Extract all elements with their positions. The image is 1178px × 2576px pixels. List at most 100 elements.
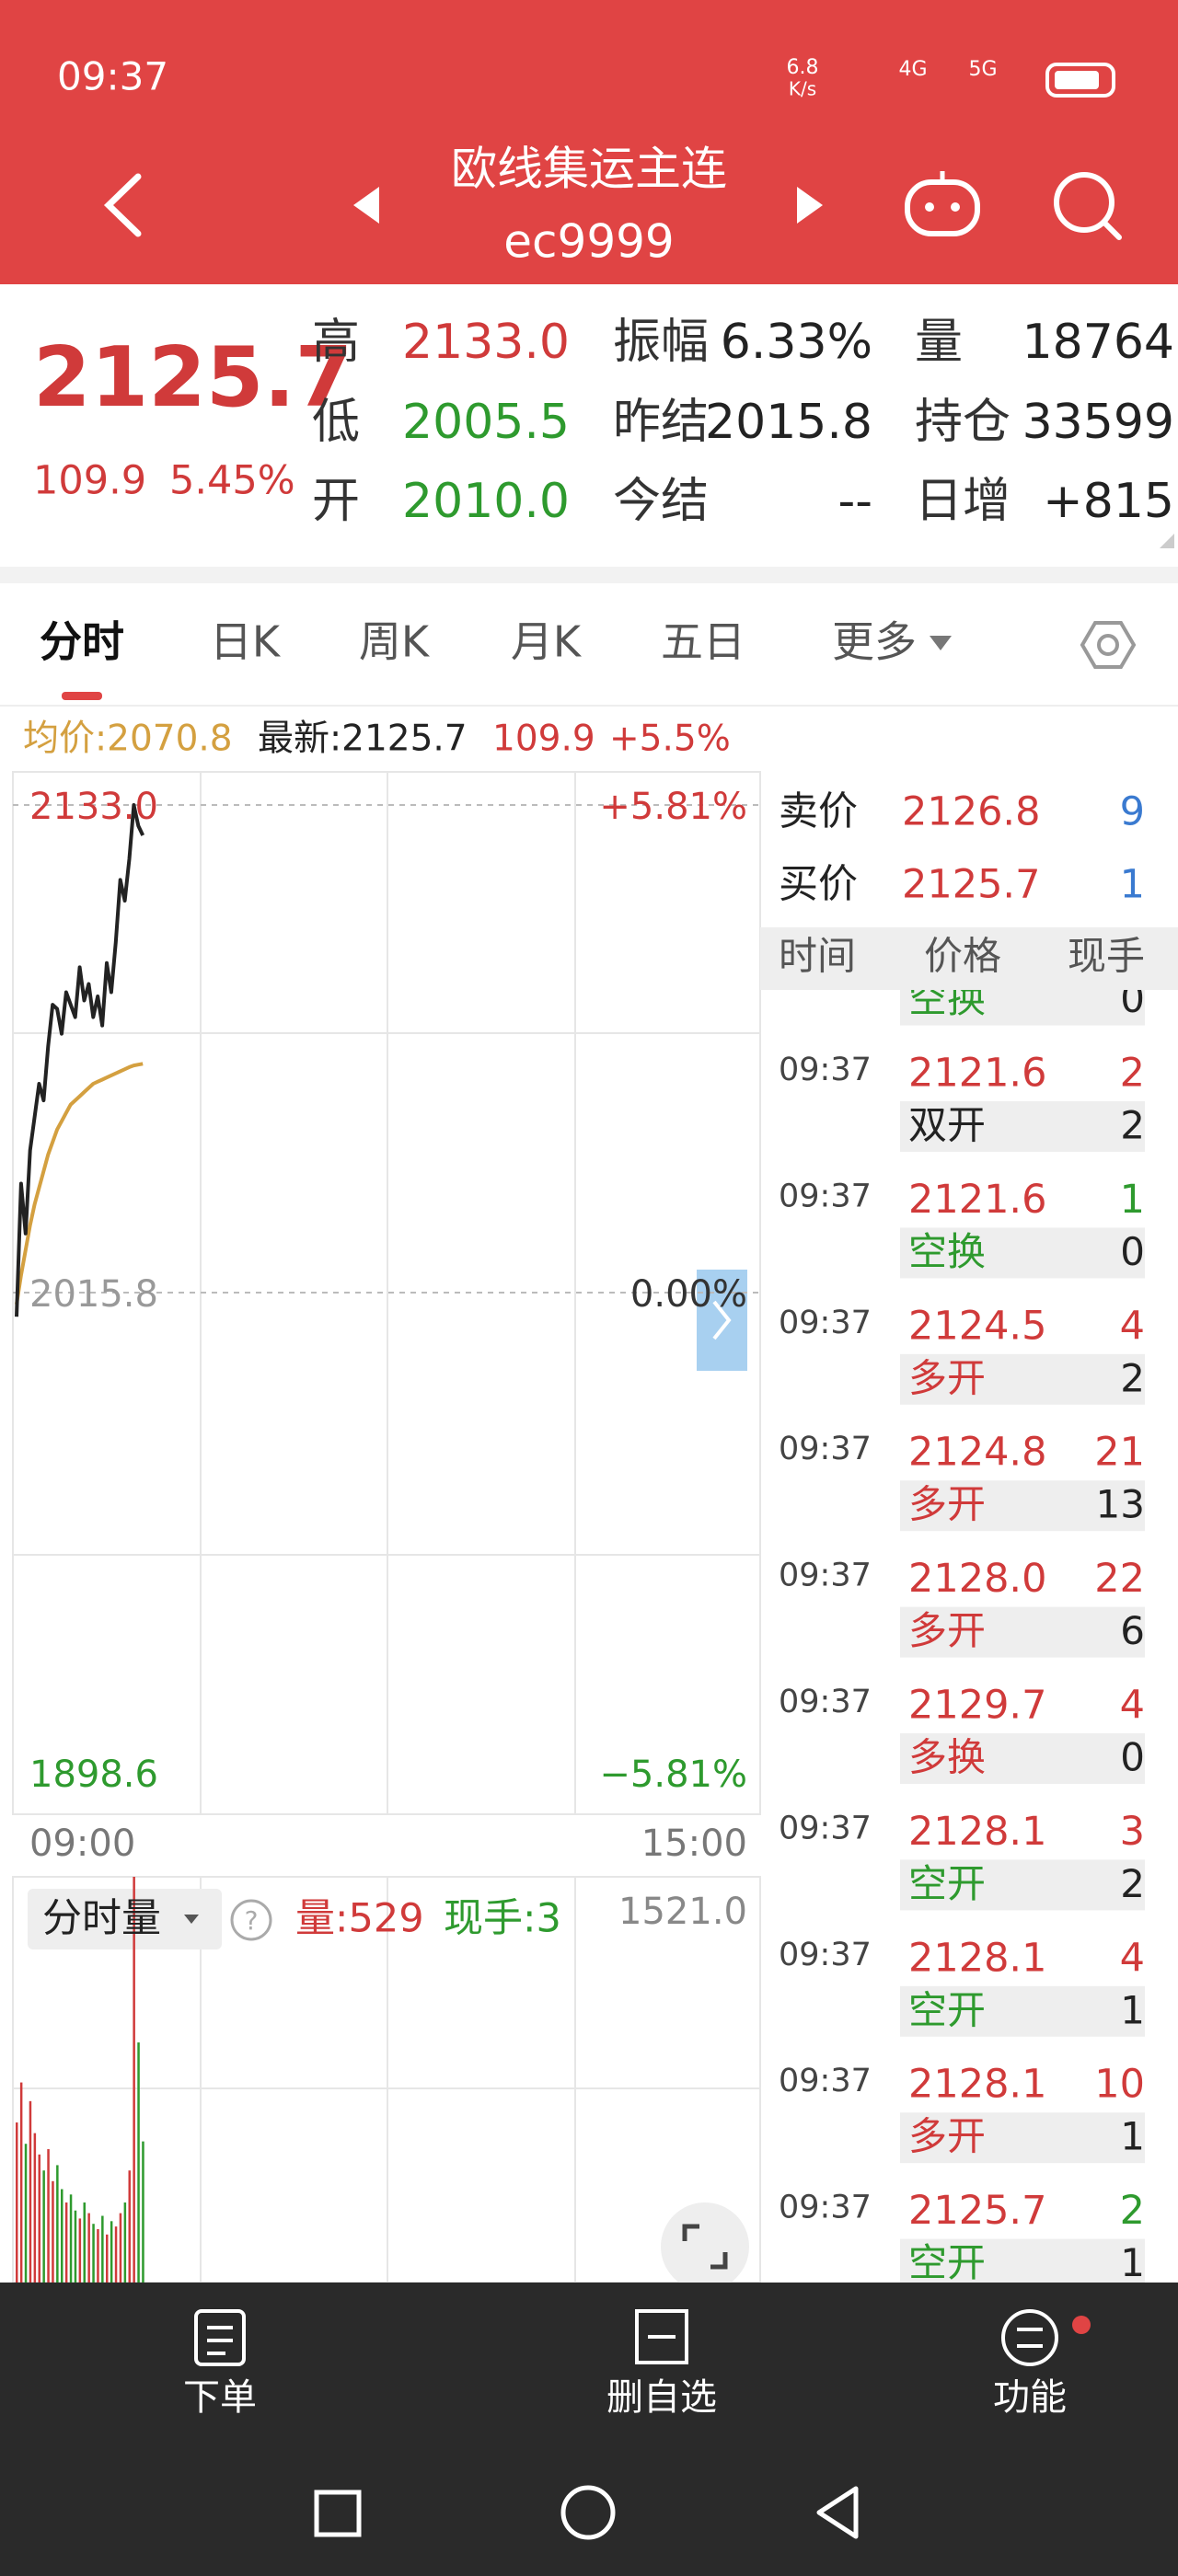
- volume-annotation: 量:529: [295, 1896, 424, 1942]
- trade-qty: 2: [1120, 2188, 1145, 2234]
- tab-indicator: [62, 692, 102, 700]
- tab[interactable]: 月K: [511, 617, 583, 667]
- trade-price: 2125.7: [908, 2188, 1046, 2234]
- type-cell-bg: [900, 1101, 1145, 1152]
- field-value: 2133.0: [402, 315, 570, 370]
- trade-price: 2124.8: [908, 1430, 1046, 1476]
- nav-recent[interactable]: [314, 2490, 362, 2537]
- book-price: 2125.7: [902, 862, 1040, 908]
- volume-selector[interactable]: [28, 1889, 222, 1949]
- price-change: 109.9: [33, 458, 146, 504]
- book-qty: 9: [1120, 789, 1145, 835]
- trade-qty: 4: [1120, 1935, 1145, 1981]
- field-value: 2015.8: [705, 395, 872, 450]
- trade-qty: 4: [1120, 1683, 1145, 1729]
- trade-type-qty: 0: [1120, 976, 1145, 1021]
- book-qty: 1: [1120, 862, 1145, 908]
- field-label: 量: [915, 315, 963, 370]
- function-icon[interactable]: [1001, 2309, 1091, 2366]
- trade-qty: 22: [1094, 1556, 1145, 1602]
- nav-label[interactable]: 功能: [993, 2376, 1067, 2419]
- remove-watch-icon[interactable]: [635, 2309, 688, 2364]
- trade-type: 空开: [908, 1987, 986, 2032]
- field-label: 昨结: [613, 395, 709, 450]
- trade-qty: 3: [1120, 1809, 1145, 1855]
- order-icon[interactable]: [194, 2309, 246, 2366]
- tab[interactable]: 分时: [40, 617, 124, 667]
- side-toggle[interactable]: [697, 1270, 747, 1371]
- header-bg: [0, 0, 1178, 284]
- trade-time: 09:37: [779, 1810, 872, 1846]
- type-cell-bg: [900, 990, 1145, 1026]
- prev-contract[interactable]: [353, 187, 379, 224]
- field-label: 振幅: [613, 315, 709, 370]
- more-arrow: [930, 636, 952, 650]
- help-icon[interactable]: ?: [230, 1899, 272, 1941]
- trade-type: 双开: [908, 1103, 986, 1148]
- robot-icon[interactable]: [905, 171, 980, 236]
- volume-bar: [133, 1877, 135, 2283]
- tab[interactable]: 更多: [832, 617, 917, 667]
- last-price: 2125.7: [33, 329, 352, 426]
- trade-type-qty: 2: [1120, 1355, 1145, 1400]
- trade-qty: 2: [1120, 1051, 1145, 1097]
- trade-type: 多开: [908, 1355, 986, 1400]
- tab-divider: [0, 705, 1178, 707]
- volume-bar: [123, 2202, 127, 2283]
- trades-header: 现手: [1068, 934, 1145, 979]
- volume-bar: [119, 2213, 122, 2283]
- book-label: 卖价: [779, 789, 858, 835]
- type-cell-bg: [900, 1733, 1145, 1784]
- nav-label[interactable]: 删自选: [606, 2376, 717, 2419]
- nav-back[interactable]: [816, 2486, 859, 2539]
- trade-type: 多开: [908, 1608, 986, 1653]
- field-value: 18764: [1022, 315, 1174, 370]
- tab[interactable]: 五日: [661, 617, 745, 667]
- trade-type-qty: 13: [1096, 1482, 1145, 1527]
- trade-type-qty: 1: [1120, 2240, 1145, 2285]
- type-cell-bg: [900, 1480, 1145, 1532]
- type-cell-bg: [900, 2112, 1145, 2164]
- field-value: 6.33%: [721, 315, 872, 370]
- field-value: +815: [1043, 474, 1174, 529]
- settings-icon[interactable]: [1080, 621, 1137, 669]
- trade-time: 09:37: [779, 1558, 872, 1594]
- trade-type: 多开: [908, 2114, 986, 2159]
- svg-text:?: ?: [245, 1905, 259, 1936]
- trade-type: 多换: [908, 1735, 986, 1780]
- volume-title[interactable]: 分时量: [42, 1896, 161, 1942]
- trade-type: 空换: [908, 1229, 986, 1274]
- field-label: 高: [312, 315, 360, 370]
- expand-button[interactable]: [661, 2202, 749, 2291]
- volume-bar: [92, 2224, 95, 2283]
- type-cell-bg: [900, 1606, 1145, 1658]
- x-label: 15:00: [641, 1823, 747, 1865]
- nav-label[interactable]: 下单: [183, 2376, 257, 2419]
- field-value: 2010.0: [402, 474, 570, 529]
- trades-list: 空换 009:37 2121.6 2双开 209:37 2121.6 1空换 009:37 21…: [779, 976, 1145, 2285]
- field-value: 2005.5: [402, 395, 570, 450]
- trade-type: 空开: [908, 2240, 986, 2285]
- trade-time: 09:37: [779, 1684, 872, 1720]
- y-tick-label: 2015.8: [29, 1273, 158, 1316]
- net-speed: 6.8: [787, 56, 819, 79]
- back-button[interactable]: [103, 173, 142, 237]
- next-contract[interactable]: [797, 187, 823, 224]
- trade-time: 09:37: [779, 2190, 872, 2226]
- status-time: 09:37: [57, 54, 168, 99]
- latest-price: 最新:2125.7: [258, 719, 468, 760]
- search-icon[interactable]: [1054, 172, 1122, 240]
- trade-price: 2129.7: [908, 1683, 1046, 1729]
- tab[interactable]: 日K: [210, 617, 282, 667]
- trade-time: 09:37: [779, 1431, 872, 1467]
- trade-type: 空换: [908, 976, 986, 1021]
- volume-bar: [38, 2154, 40, 2283]
- trade-qty: 21: [1094, 1430, 1145, 1476]
- trade-time: 09:37: [779, 1178, 872, 1214]
- tab[interactable]: 周K: [359, 617, 431, 667]
- dropdown-arrow: [184, 1915, 199, 1924]
- field-label: 日增: [915, 474, 1011, 529]
- nav-home[interactable]: [560, 2485, 616, 2540]
- volume-bar: [16, 2122, 18, 2283]
